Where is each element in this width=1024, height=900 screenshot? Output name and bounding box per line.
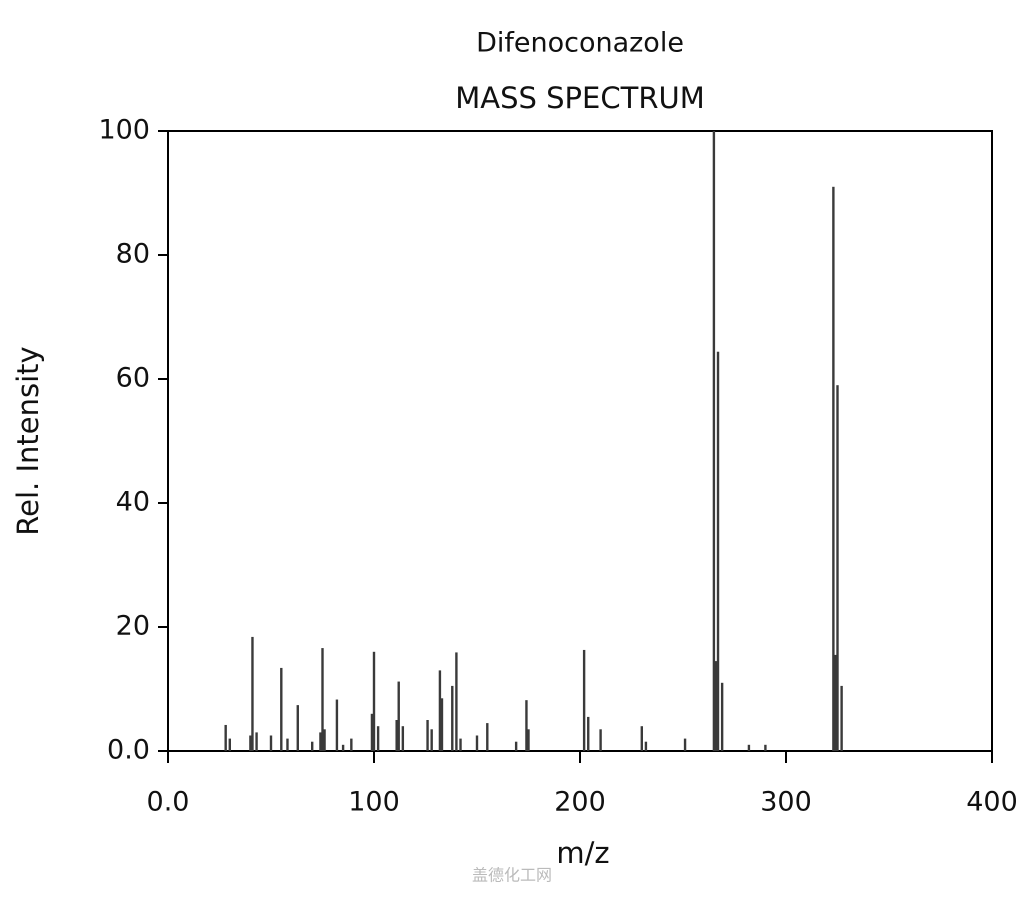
peak [587, 716, 590, 751]
peak [764, 744, 767, 751]
peak [269, 735, 273, 751]
peak [321, 648, 324, 751]
peak [401, 726, 405, 751]
x-tick-label: 100 [348, 787, 400, 818]
peak [720, 682, 724, 751]
chart-title: Difenoconazole [476, 28, 684, 59]
peak [255, 732, 258, 751]
peak [319, 732, 322, 751]
peak [296, 705, 299, 751]
peak [335, 699, 339, 751]
peak [451, 685, 454, 751]
peak [430, 729, 433, 751]
peak [836, 385, 839, 751]
peak [249, 735, 252, 751]
peak [514, 741, 518, 751]
x-tick-label: 400 [966, 787, 1018, 818]
x-tick-label: 0.0 [147, 787, 190, 818]
peak [475, 735, 479, 751]
peak [459, 738, 462, 751]
y-tick-label: 20 [116, 611, 150, 642]
peak [747, 744, 751, 751]
peak [228, 738, 231, 751]
y-tick-label: 40 [116, 487, 150, 518]
peak [599, 729, 602, 751]
peak [440, 698, 444, 751]
peak [832, 186, 835, 752]
peak [714, 661, 718, 751]
watermark: 盖德化工网 [472, 866, 552, 885]
peak [224, 724, 227, 751]
peak [582, 649, 586, 751]
peak [640, 726, 643, 751]
peak [350, 738, 353, 751]
y-tick-label: 100 [98, 115, 150, 146]
peak [683, 738, 687, 751]
y-tick-label: 80 [116, 239, 150, 270]
peak [644, 741, 648, 751]
peak [372, 651, 376, 751]
peak [716, 351, 720, 751]
y-tick-label: 0.0 [107, 735, 150, 766]
peak [426, 720, 429, 751]
peak [840, 685, 843, 751]
peak [370, 713, 374, 751]
x-tick-label: 300 [760, 787, 812, 818]
peak [455, 652, 458, 751]
peak [527, 729, 530, 751]
x-tick-label: 200 [554, 787, 606, 818]
y-axis-label: Rel. Intensity [11, 346, 45, 535]
y-tick-label: 60 [116, 363, 150, 394]
peak [286, 738, 289, 751]
peak [438, 670, 442, 751]
x-axis-label: m/z [556, 836, 609, 870]
peak [376, 726, 380, 751]
peak [397, 681, 400, 751]
plot-frame [167, 130, 993, 752]
chart-subtitle: MASS SPECTRUM [455, 81, 704, 115]
peak [486, 723, 489, 751]
peak [525, 700, 528, 751]
peak [280, 667, 283, 751]
peak [834, 654, 837, 751]
peak [712, 131, 716, 751]
peak [251, 636, 254, 751]
peak [311, 741, 314, 751]
peak [341, 744, 345, 751]
peak [395, 720, 398, 751]
peak [323, 729, 326, 751]
